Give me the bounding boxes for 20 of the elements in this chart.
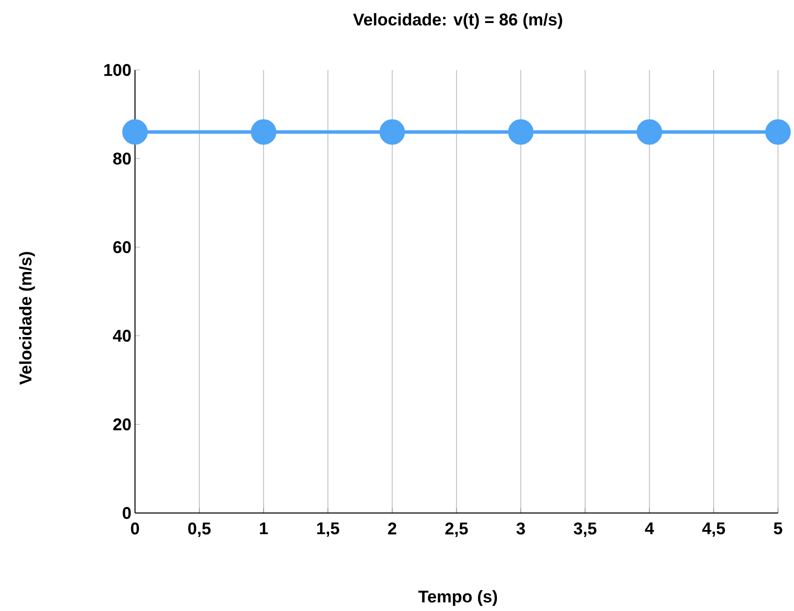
x-tick-label: 1,5 [317, 522, 340, 537]
x-tick-label: 4,5 [702, 522, 726, 537]
y-tick-label: 100 [104, 64, 131, 76]
y-axis-title: Velocidade (m/s) [19, 252, 35, 385]
y-tick-label: 40 [112, 330, 131, 342]
x-tick-label: 0 [130, 522, 140, 534]
chart-title: Velocidade: v(t) = 86 (m/s) [353, 13, 562, 29]
x-tick-label: 1 [260, 522, 268, 534]
x-tick-label: 5 [774, 522, 782, 534]
x-tick-label: 3 [516, 522, 525, 535]
x-tick-label: 2,5 [445, 522, 468, 537]
x-axis-title: Tempo (s) [418, 590, 497, 606]
y-tick-label: 0 [122, 506, 131, 519]
y-tick-label: 80 [113, 152, 131, 165]
x-tick-label: 4 [644, 522, 654, 534]
x-tick-label: 2 [388, 522, 396, 534]
y-tick-label: 60 [113, 241, 131, 254]
x-tick-label: 3,5 [574, 522, 596, 537]
x-tick-label: 0,5 [188, 522, 211, 537]
y-tick-label: 20 [113, 418, 131, 430]
